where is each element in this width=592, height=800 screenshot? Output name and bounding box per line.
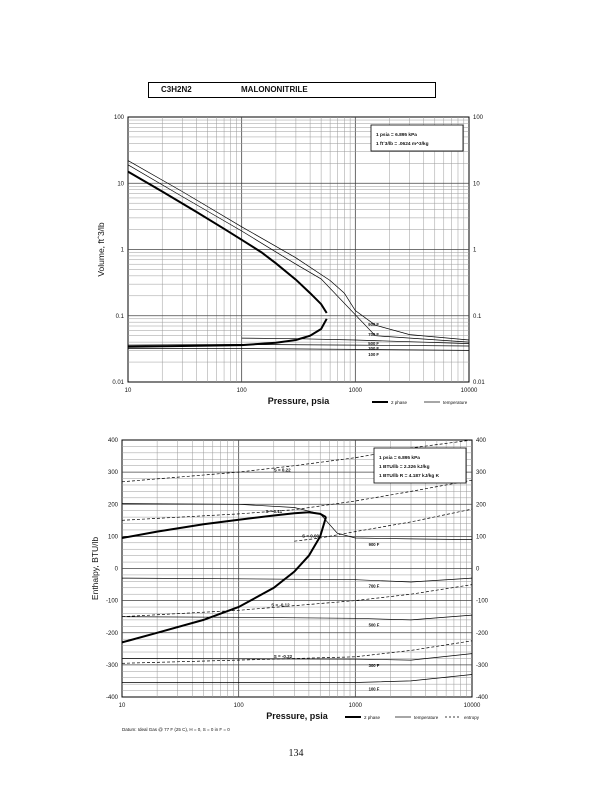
y-tick-label-right: 200 bbox=[476, 502, 487, 508]
entropy-line bbox=[121, 584, 473, 618]
x-tick-label: 10000 bbox=[464, 703, 481, 709]
isotherm-label: 100 F bbox=[368, 352, 379, 357]
conversion-box bbox=[373, 447, 467, 484]
compound-name: MALONONITRILE bbox=[241, 85, 308, 94]
y-tick-label-left: -100 bbox=[106, 599, 119, 605]
isotherm-line bbox=[121, 577, 473, 583]
entropy-label: S = 0.22 bbox=[274, 468, 291, 473]
isotherm-line bbox=[241, 337, 470, 344]
entropy-label: S = -0.12 bbox=[271, 603, 290, 608]
y-tick-label-left: 100 bbox=[108, 534, 119, 540]
compound-formula: C3H2N2 bbox=[161, 85, 192, 94]
isotherm-label: 900 F bbox=[369, 542, 380, 547]
x-tick-label: 10 bbox=[125, 388, 132, 394]
y-tick-label-right: 0 bbox=[476, 567, 480, 573]
y-tick-label-right: 100 bbox=[476, 534, 487, 540]
isotherm-line bbox=[121, 614, 473, 621]
y-tick-label-right: 400 bbox=[476, 438, 487, 444]
y-tick-label-right: -300 bbox=[476, 663, 489, 669]
y-tick-label-left: 1 bbox=[121, 248, 125, 254]
two-phase-liquid-line bbox=[121, 516, 327, 644]
y-axis-label: Enthalpy, BTU/lb bbox=[90, 537, 100, 600]
y-tick-label-left: 400 bbox=[108, 438, 119, 444]
x-tick-label: 10000 bbox=[461, 388, 478, 394]
x-axis-label: Pressure, psia bbox=[266, 711, 329, 721]
x-tick-label: 100 bbox=[237, 388, 248, 394]
entropy-label: S = 0.11 bbox=[266, 509, 283, 514]
conversion-text: 1 ftˆ3/lb = .0624 m^3/kg bbox=[376, 141, 429, 147]
conversion-text: 1 BTU/lb R = 4.187 kJ/kg K bbox=[379, 473, 440, 479]
y-tick-label-left: 200 bbox=[108, 502, 119, 508]
conversion-text: 1 BTU/lb = 2.326 kJ/kg bbox=[379, 464, 430, 470]
isotherm-label: 500 F bbox=[369, 622, 380, 627]
y-tick-label-left: -200 bbox=[106, 631, 119, 637]
x-tick-label: 1000 bbox=[349, 703, 363, 709]
y-tick-label-right: 0.1 bbox=[473, 314, 482, 320]
entropy-label: S = 0.00 bbox=[302, 534, 319, 539]
legend-label: 2 phase bbox=[364, 715, 381, 720]
y-tick-label-right: -200 bbox=[476, 631, 489, 637]
isotherm-line bbox=[128, 348, 470, 351]
isotherm-label: 300 F bbox=[368, 346, 379, 351]
two-phase-vapor-line bbox=[127, 170, 328, 314]
y-tick-label-left: 0 bbox=[115, 567, 119, 573]
page-number: 134 bbox=[288, 748, 304, 759]
y-tick-label-left: 0.01 bbox=[112, 380, 124, 386]
entropy-line bbox=[121, 479, 473, 521]
isotherm-line bbox=[122, 674, 473, 683]
isotherm-label: 900 F bbox=[368, 322, 379, 327]
isotherm-label: 700 F bbox=[369, 584, 380, 589]
conversion-text: 1 psia = 6.895 kPa bbox=[379, 455, 420, 461]
isotherm-line bbox=[121, 653, 473, 661]
y-tick-label-right: -400 bbox=[476, 695, 489, 701]
x-axis-label: Pressure, psia bbox=[268, 396, 331, 406]
conversion-text: 1 psia = 6.895 kPa bbox=[376, 132, 417, 138]
legend-label: 2 phase bbox=[391, 400, 408, 405]
isotherm-line bbox=[127, 160, 470, 341]
title-box: C3H2N2 MALONONITRILE bbox=[148, 82, 436, 98]
entropy-line bbox=[294, 508, 473, 542]
legend-label: temperature bbox=[443, 400, 468, 405]
entropy-line bbox=[121, 640, 473, 664]
isotherm-label: 300 F bbox=[369, 663, 380, 668]
y-tick-label-right: 0.01 bbox=[473, 380, 485, 386]
datum-footnote: Datum: Ideal Gas @ 77 F (25 C), H = 0, S… bbox=[122, 727, 230, 732]
x-tick-label: 10 bbox=[119, 703, 126, 709]
y-tick-label-right: 100 bbox=[473, 115, 484, 121]
y-tick-label-left: 100 bbox=[114, 115, 125, 121]
entropy-line bbox=[121, 439, 473, 483]
legend-label: temperature bbox=[414, 715, 439, 720]
y-tick-label-right: 10 bbox=[473, 181, 480, 187]
y-tick-label-right: 300 bbox=[476, 470, 487, 476]
y-tick-label-left: -300 bbox=[106, 663, 119, 669]
y-tick-label-left: 0.1 bbox=[116, 314, 125, 320]
isotherm-label: 500 F bbox=[368, 341, 379, 346]
isotherm-line bbox=[127, 164, 470, 343]
two-phase-vapor-line bbox=[121, 511, 327, 539]
y-axis-label: Volume, ftˆ3/lb bbox=[96, 222, 106, 277]
isotherm-label: 700 F bbox=[368, 332, 379, 337]
entropy-label: S = -0.22 bbox=[274, 654, 293, 659]
isotherm-line bbox=[121, 503, 473, 540]
legend-label: entropy bbox=[464, 715, 480, 720]
y-tick-label-right: -100 bbox=[476, 599, 489, 605]
conversion-box bbox=[370, 124, 464, 152]
isotherm-line bbox=[127, 344, 470, 347]
y-tick-label-left: 300 bbox=[108, 470, 119, 476]
y-tick-label-right: 1 bbox=[473, 248, 477, 254]
x-tick-label: 1000 bbox=[349, 388, 363, 394]
y-tick-label-left: 10 bbox=[117, 181, 124, 187]
y-tick-label-left: -400 bbox=[106, 695, 119, 701]
isotherm-label: 100 F bbox=[369, 687, 380, 692]
two-phase-liquid-line bbox=[127, 318, 328, 348]
x-tick-label: 100 bbox=[234, 703, 245, 709]
